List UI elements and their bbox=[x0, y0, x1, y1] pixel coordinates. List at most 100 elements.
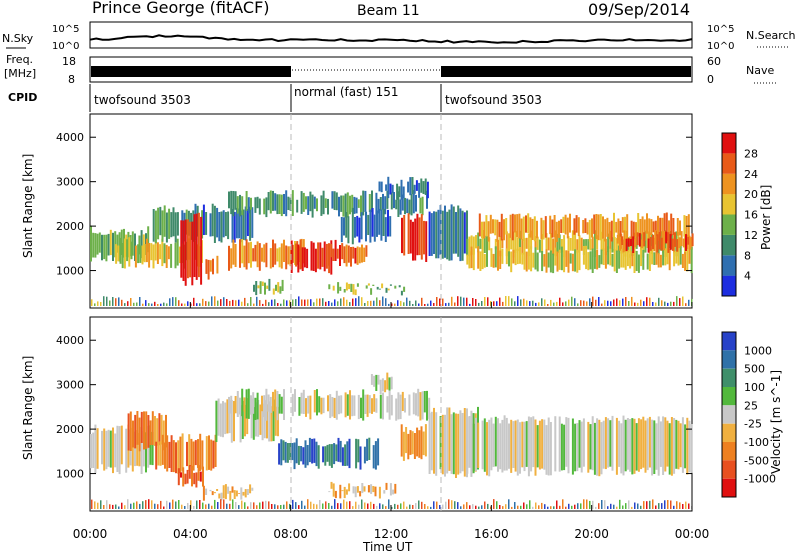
velocity-noise-mark bbox=[229, 503, 231, 509]
power-cell bbox=[352, 246, 355, 259]
power-cell bbox=[567, 236, 570, 254]
velocity-cell bbox=[193, 472, 196, 485]
velocity-cell bbox=[587, 421, 590, 473]
power-noise-mark bbox=[463, 297, 465, 306]
power-cell bbox=[357, 199, 360, 208]
power-cell bbox=[401, 217, 403, 254]
velocity-cell bbox=[201, 440, 204, 470]
velocity-cell bbox=[112, 427, 114, 474]
power-cell bbox=[296, 199, 299, 213]
power-cell bbox=[657, 215, 659, 241]
power-cell bbox=[107, 233, 110, 256]
power-cell bbox=[371, 208, 374, 237]
power-noise-mark bbox=[370, 300, 372, 306]
velocity-noise-mark bbox=[109, 504, 111, 509]
velocity-cell bbox=[644, 420, 647, 473]
power-noise-mark bbox=[670, 301, 672, 306]
power-cell bbox=[211, 203, 214, 237]
power-cell bbox=[228, 191, 230, 209]
power-noise-mark bbox=[475, 299, 477, 306]
power-cell bbox=[92, 232, 95, 258]
power-noise-mark bbox=[502, 301, 504, 306]
freq-label: Freq. bbox=[6, 53, 33, 66]
velocity-noise-mark bbox=[184, 506, 186, 509]
power-cell bbox=[207, 259, 210, 280]
power-noise-mark bbox=[355, 298, 357, 306]
velocity-cell bbox=[366, 394, 369, 417]
velocity-cell bbox=[92, 432, 95, 468]
velocity-cell bbox=[249, 484, 252, 494]
velocity-noise-mark bbox=[196, 500, 198, 509]
power-cell bbox=[564, 214, 567, 235]
power-cell bbox=[563, 250, 566, 273]
velocity-cell bbox=[441, 414, 444, 475]
velocity-cell bbox=[349, 390, 351, 420]
power-cell bbox=[278, 247, 281, 268]
power-cell bbox=[448, 209, 451, 261]
power-cell bbox=[576, 249, 579, 273]
velocity-noise bbox=[91, 499, 693, 509]
velocity-band bbox=[202, 484, 254, 501]
power-band bbox=[202, 203, 254, 243]
velocity-cell bbox=[114, 433, 117, 468]
power-noise-mark bbox=[193, 297, 195, 306]
power-cell bbox=[415, 180, 418, 191]
velocity-cell bbox=[591, 416, 594, 471]
power-cell bbox=[191, 221, 194, 286]
velocity-noise-mark bbox=[643, 501, 645, 509]
power-band bbox=[290, 239, 333, 275]
power-noise-mark bbox=[649, 297, 651, 306]
velocity-noise-mark bbox=[589, 500, 591, 509]
velocity-noise-mark bbox=[334, 499, 336, 509]
velocity-noise-mark bbox=[376, 505, 378, 509]
power-cell bbox=[163, 205, 166, 237]
velocity-noise-mark bbox=[514, 502, 516, 509]
velocity-cell bbox=[675, 419, 678, 469]
velocity-noise-mark bbox=[145, 500, 147, 509]
power-cell bbox=[117, 245, 120, 262]
power-cell bbox=[369, 209, 372, 243]
power-cell bbox=[530, 230, 533, 249]
power-cell bbox=[382, 208, 385, 236]
power-cell bbox=[619, 236, 621, 251]
velocity-cell bbox=[567, 417, 570, 474]
power-cell bbox=[227, 211, 230, 240]
velocity-noise-mark bbox=[598, 503, 600, 509]
power-cell bbox=[574, 230, 577, 254]
velocity-noise-mark bbox=[403, 501, 405, 509]
velocity-cell bbox=[214, 434, 217, 467]
power-cell bbox=[251, 207, 254, 238]
power-cell bbox=[418, 217, 421, 256]
power-cell bbox=[278, 194, 281, 214]
power-noise-mark bbox=[565, 301, 567, 306]
power-cell bbox=[412, 221, 414, 261]
power-noise-mark bbox=[268, 302, 270, 306]
power-cell bbox=[424, 178, 427, 195]
velocity-cell bbox=[229, 490, 232, 501]
power-cell bbox=[593, 230, 596, 257]
power-cell bbox=[634, 237, 637, 248]
power-cell bbox=[387, 288, 390, 291]
power-cell bbox=[638, 233, 641, 247]
power-noise-mark bbox=[232, 299, 234, 306]
power-cell bbox=[511, 213, 514, 241]
velocity-cell bbox=[125, 428, 128, 473]
power-noise-mark bbox=[328, 301, 330, 306]
velocity-noise-mark bbox=[499, 505, 501, 509]
velocity-cell bbox=[416, 427, 419, 457]
velocity-cell bbox=[368, 437, 371, 460]
power-cell bbox=[265, 197, 268, 218]
power-cell bbox=[670, 213, 673, 237]
velocity-band bbox=[278, 437, 380, 470]
power-cell bbox=[323, 241, 326, 272]
power-noise-mark bbox=[499, 297, 501, 306]
power-band bbox=[180, 212, 203, 286]
velocity-cell bbox=[90, 434, 92, 469]
power-cell bbox=[258, 198, 261, 215]
power-noise-mark bbox=[472, 298, 474, 306]
power-noise-mark bbox=[496, 301, 498, 306]
power-cell bbox=[165, 212, 168, 243]
power-cell bbox=[461, 210, 464, 261]
power-cell bbox=[574, 249, 577, 272]
power-cell bbox=[503, 219, 505, 241]
